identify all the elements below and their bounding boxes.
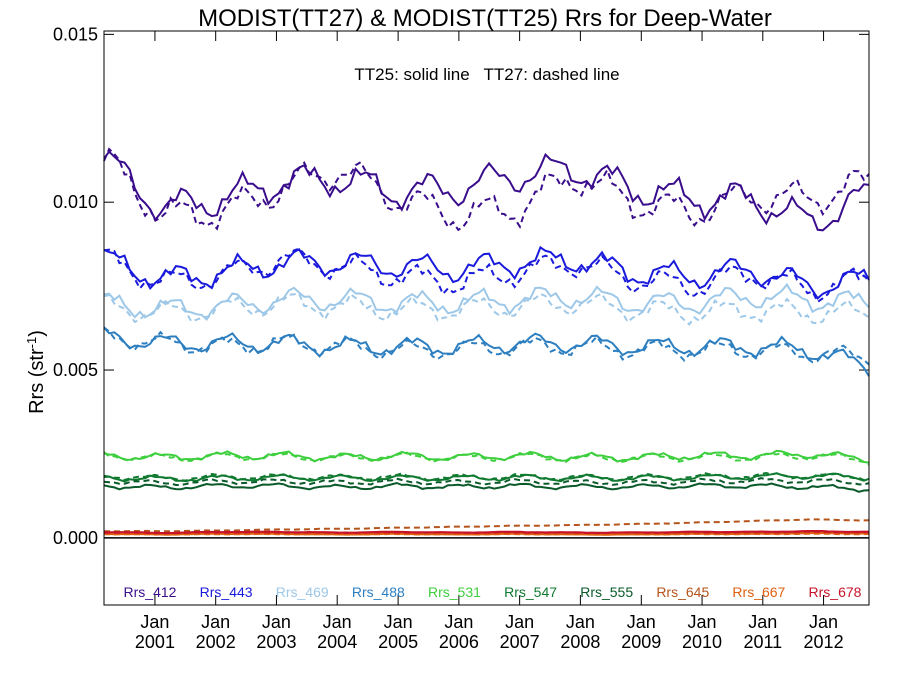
x-tick-month: Jan bbox=[566, 612, 595, 632]
legend-item-rrs-443: Rrs_443 bbox=[200, 584, 253, 600]
series-line-rrs-412-solid bbox=[103, 150, 870, 232]
legend-item-rrs-547: Rrs_547 bbox=[504, 584, 557, 600]
x-tick-month: Jan bbox=[201, 612, 230, 632]
y-axis-label: Rrs (str-1) bbox=[24, 330, 48, 414]
plot-frame bbox=[103, 30, 870, 606]
series-line-rrs-678-dashed bbox=[103, 530, 870, 535]
legend-item-rrs-412: Rrs_412 bbox=[124, 584, 177, 600]
x-tick-month: Jan bbox=[627, 612, 656, 632]
line-style-annotation: TT25: solid line TT27: dashed line bbox=[354, 65, 619, 84]
series-line-rrs-555-dashed bbox=[103, 477, 870, 486]
x-tick-year: 2001 bbox=[135, 632, 175, 652]
x-tick-year: 2008 bbox=[560, 632, 600, 652]
x-tick-year: 2011 bbox=[743, 632, 782, 652]
legend: Rrs_412 Rrs_443 Rrs_469 Rrs_488 Rrs_531 Rrs_5… bbox=[124, 584, 862, 600]
x-tick-year: 2004 bbox=[317, 632, 357, 652]
series-line-rrs-645-dashed bbox=[104, 518, 870, 533]
legend-item-rrs-488: Rrs_488 bbox=[352, 584, 405, 600]
x-tick-year: 2007 bbox=[500, 632, 540, 652]
legend-item-rrs-469: Rrs_469 bbox=[276, 584, 329, 600]
legend-item-rrs-645: Rrs_645 bbox=[656, 584, 709, 600]
series-line-rrs-469-solid bbox=[103, 282, 870, 321]
x-axis-ticks: Jan2001Jan2002Jan2003Jan2004Jan2005Jan20… bbox=[135, 31, 844, 652]
x-tick-year: 2012 bbox=[804, 632, 844, 652]
x-tick-year: 2003 bbox=[256, 632, 296, 652]
y-tick-label: 0.005 bbox=[53, 360, 98, 380]
x-tick-month: Jan bbox=[262, 612, 291, 632]
series-line-rrs-488-solid bbox=[103, 326, 870, 377]
series-line-rrs-488-dashed bbox=[103, 326, 870, 366]
series-line-rrs-412-dashed bbox=[103, 147, 870, 232]
x-tick-year: 2009 bbox=[621, 632, 661, 652]
x-tick-year: 2010 bbox=[682, 632, 722, 652]
x-tick-year: 2006 bbox=[439, 632, 479, 652]
series-layer bbox=[103, 147, 870, 539]
series-line-rrs-469-dashed bbox=[103, 292, 870, 326]
x-tick-month: Jan bbox=[140, 612, 169, 632]
x-tick-month: Jan bbox=[688, 612, 717, 632]
legend-item-rrs-667: Rrs_667 bbox=[732, 584, 785, 600]
y-axis-label-main: Rrs (str bbox=[26, 348, 48, 414]
y-axis-ticks: 0.000 0.005 0.010 0.015 bbox=[53, 24, 869, 548]
x-tick-month: Jan bbox=[748, 612, 777, 632]
legend-item-rrs-678: Rrs_678 bbox=[809, 584, 862, 600]
legend-item-rrs-555: Rrs_555 bbox=[580, 584, 633, 600]
legend-item-rrs-531: Rrs_531 bbox=[428, 584, 481, 600]
series-line-rrs-443-dashed bbox=[103, 247, 870, 304]
chart-title: MODIST(TT27) & MODIST(TT25) Rrs for Deep… bbox=[198, 5, 772, 32]
series-line-rrs-555-solid bbox=[103, 481, 870, 493]
x-tick-year: 2002 bbox=[196, 632, 236, 652]
series-line-rrs-667-dashed bbox=[104, 532, 870, 536]
y-tick-label: 0.000 bbox=[53, 528, 98, 548]
y-tick-label: 0.010 bbox=[53, 192, 98, 212]
series-line-rrs-547-dashed bbox=[103, 471, 870, 482]
y-axis-label-close: ) bbox=[26, 330, 48, 337]
series-line-rrs-443-solid bbox=[103, 245, 870, 300]
x-tick-month: Jan bbox=[384, 612, 413, 632]
x-tick-month: Jan bbox=[505, 612, 534, 632]
x-tick-month: Jan bbox=[323, 612, 352, 632]
x-tick-month: Jan bbox=[809, 612, 838, 632]
y-axis-label-superscript: -1 bbox=[24, 337, 39, 349]
y-tick-label: 0.015 bbox=[53, 24, 98, 44]
x-tick-month: Jan bbox=[444, 612, 473, 632]
x-tick-year: 2005 bbox=[378, 632, 418, 652]
series-line-rrs-531-solid bbox=[103, 449, 870, 464]
